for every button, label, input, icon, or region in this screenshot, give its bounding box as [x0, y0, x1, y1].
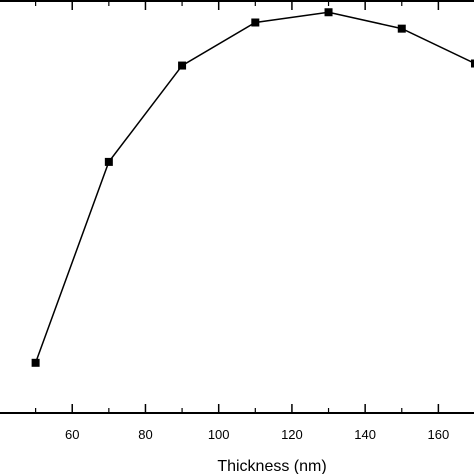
series-group	[31, 8, 474, 367]
plot-frame	[0, 0, 474, 414]
x-tick-label: 60	[65, 427, 79, 442]
x-tick-label: 80	[138, 427, 152, 442]
x-tick-label: 120	[281, 427, 303, 442]
x-tick-label: 160	[428, 427, 450, 442]
x-axis-ticks: 60 80 100 120 140 160	[35, 2, 450, 442]
data-point-marker	[397, 24, 406, 33]
x-tick-label: 100	[208, 427, 230, 442]
data-point-marker	[324, 8, 333, 17]
data-point-marker	[471, 59, 474, 68]
series-line	[34, 11, 474, 364]
data-point-marker	[104, 157, 113, 166]
x-tick-label: 140	[354, 427, 376, 442]
data-point-marker	[178, 61, 187, 70]
data-point-marker	[251, 18, 260, 27]
x-axis-title: Thickness (nm)	[217, 458, 326, 474]
data-point-marker	[31, 358, 40, 367]
